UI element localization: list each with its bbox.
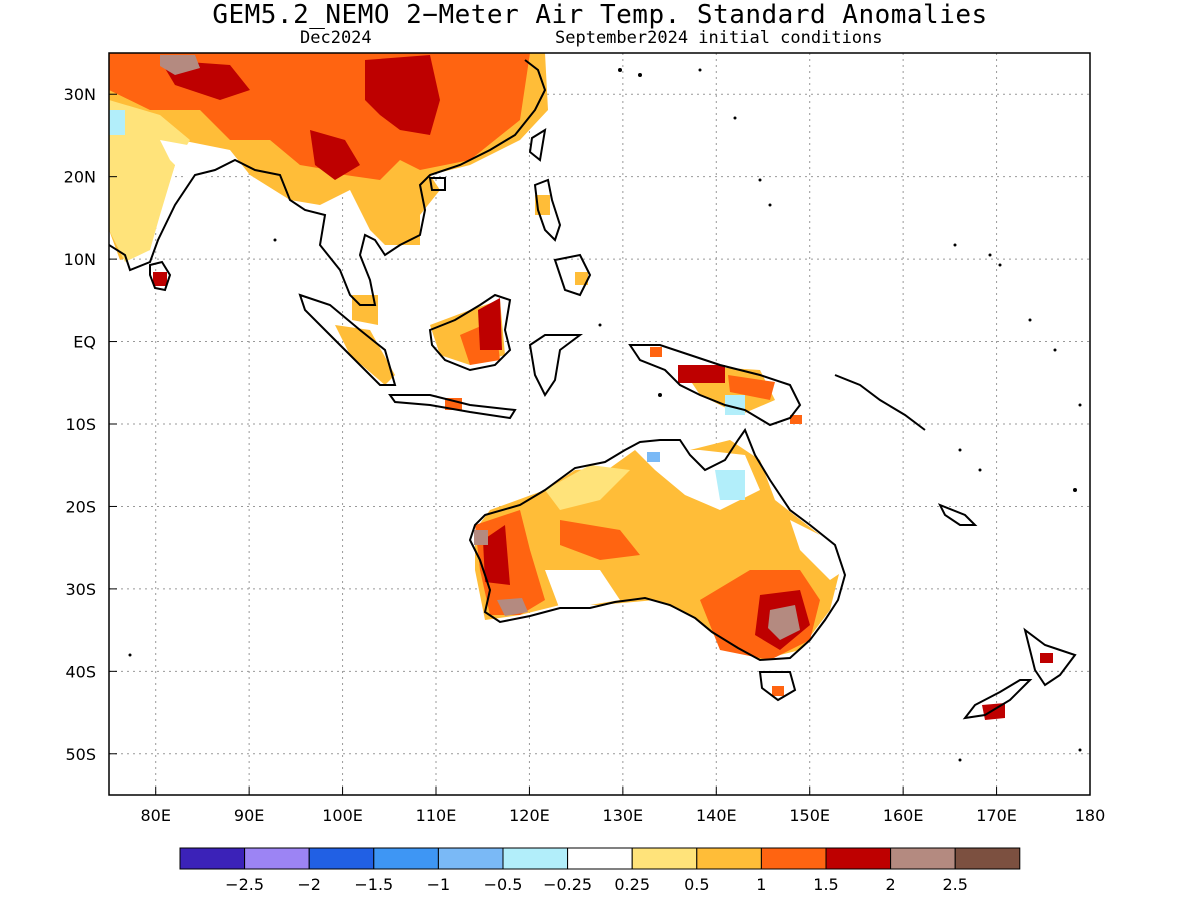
central-australia-anomaly-strong	[560, 520, 640, 560]
new-guinea-east-anomaly	[728, 375, 775, 400]
y-tick-label: EQ	[73, 333, 96, 352]
borneo-anomaly-very-strong	[478, 298, 502, 350]
colorbar-label: 0.5	[684, 875, 709, 894]
x-tick-label: 180	[1075, 806, 1106, 825]
australia-coastline	[468, 427, 847, 662]
sulawesi-coastline	[528, 334, 583, 397]
png-small-anomaly	[790, 415, 802, 424]
colorbar-label: 1	[756, 875, 766, 894]
colorbar-label: 2	[886, 875, 896, 894]
y-tick-label: 30S	[65, 580, 96, 599]
sri-lanka-anomaly	[153, 272, 167, 286]
great-australian-bight-neutral	[545, 570, 620, 610]
colorbar-swatch	[760, 847, 827, 870]
new-guinea-anomaly-very-strong	[678, 365, 725, 383]
x-tick-label: 80E	[140, 806, 170, 825]
y-tick-label: 10S	[65, 415, 96, 434]
tasmania-coastline	[758, 671, 797, 702]
colorbar-swatch	[373, 847, 439, 870]
colorbar-swatch	[631, 847, 698, 870]
initial-conditions: September2024 initial conditions	[555, 28, 883, 48]
map-title: GEM5.2_NEMO 2−Meter Air Temp. Standard A…	[212, 0, 988, 30]
x-tick-label: 110E	[416, 806, 457, 825]
coastlines	[109, 59, 1077, 720]
southeast-australia-extreme	[768, 605, 800, 640]
axis-ticks: 80E 90E 100E 110E 120E 130E 140E 150E 160E 170E 18…	[64, 85, 1106, 825]
x-tick-label: 140E	[696, 806, 737, 825]
colorbar-label: 0.25	[614, 875, 650, 894]
nz-south-island-coastline	[962, 679, 1033, 720]
x-tick-label: 120E	[509, 806, 550, 825]
tibet-anomaly-extreme	[160, 55, 200, 75]
india-cool-patch	[109, 110, 125, 135]
colorbar-swatch	[179, 847, 246, 870]
y-tick-label: 40S	[65, 662, 96, 681]
x-tick-label: 130E	[603, 806, 644, 825]
colorbar-label: −1	[427, 875, 451, 894]
x-tick-label: 100E	[322, 806, 363, 825]
colorbar-label: −0.25	[543, 875, 592, 894]
java-coastline	[388, 394, 517, 420]
india-neutral	[160, 140, 215, 180]
solomon-islands-coastline	[834, 374, 926, 431]
anomaly-shading	[109, 53, 1053, 720]
small-island-anomaly	[650, 347, 662, 357]
colorbar-swatch	[890, 847, 956, 870]
nz-north-anomaly	[1040, 653, 1053, 663]
west-australia-extreme	[497, 598, 528, 616]
y-tick-label: 50S	[65, 745, 96, 764]
australia-cool-north	[715, 470, 745, 500]
sri-lanka-coastline	[149, 260, 172, 292]
x-tick-label: 90E	[234, 806, 264, 825]
mindanao-anomaly	[575, 272, 588, 285]
colorbar-swatch	[954, 847, 1021, 870]
new-guinea-coastline	[628, 344, 802, 427]
new-caledonia-coastline	[937, 503, 978, 526]
philippines-luzon-coastline	[533, 178, 562, 242]
tasmania-anomaly	[772, 686, 784, 696]
colorbar-label: −2.5	[225, 875, 264, 894]
y-tick-label: 20N	[64, 168, 96, 187]
y-tick-label: 20S	[65, 497, 96, 516]
colorbar-label: 1.5	[813, 875, 838, 894]
x-tick-label: 170E	[976, 806, 1017, 825]
nz-north-island-coastline	[1023, 627, 1077, 687]
india-anomaly-weak	[109, 100, 190, 262]
y-tick-label: 10N	[64, 250, 96, 269]
x-tick-label: 160E	[883, 806, 924, 825]
small-islands	[128, 68, 1082, 762]
west-australia-extreme-north	[474, 530, 488, 545]
philippines-mindanao-coastline	[553, 253, 592, 297]
hainan-coastline	[428, 177, 446, 191]
new-guinea-cool-patch	[725, 395, 745, 415]
colorbar-label: −2	[297, 875, 321, 894]
colorbar-swatch	[825, 847, 892, 870]
colorbar: −2.5 −2 −1.5 −1 −0.5 −0.25 0.25 0.5 1 1.5 2 2.5	[179, 847, 1021, 894]
taiwan-coastline	[528, 127, 547, 162]
forecast-month: Dec2024	[300, 28, 372, 48]
sw-china-anomaly-very-strong	[310, 130, 360, 180]
colorbar-label: 2.5	[942, 875, 967, 894]
australia-neutral-east	[790, 520, 845, 580]
colorbar-swatch	[502, 847, 569, 870]
y-tick-label: 30N	[64, 85, 96, 104]
china-anomaly-very-strong	[365, 55, 440, 135]
x-tick-label: 150E	[789, 806, 830, 825]
colorbar-label: −1.5	[354, 875, 393, 894]
colorbar-swatch	[437, 847, 504, 870]
colorbar-swatch	[244, 847, 310, 870]
asia-coastline	[109, 59, 547, 306]
colorbar-swatch	[567, 847, 633, 870]
west-australia-anomaly-very-strong	[483, 525, 510, 585]
gulf-cool-patch	[647, 452, 660, 462]
borneo-coastline	[428, 293, 512, 372]
sumatra-coastline	[298, 293, 397, 386]
colorbar-swatch	[308, 847, 375, 870]
australia-anomaly-weak	[545, 465, 630, 510]
colorbar-label: −0.5	[484, 875, 523, 894]
sumatra-anomaly	[335, 325, 395, 385]
colorbar-swatch	[696, 847, 762, 870]
